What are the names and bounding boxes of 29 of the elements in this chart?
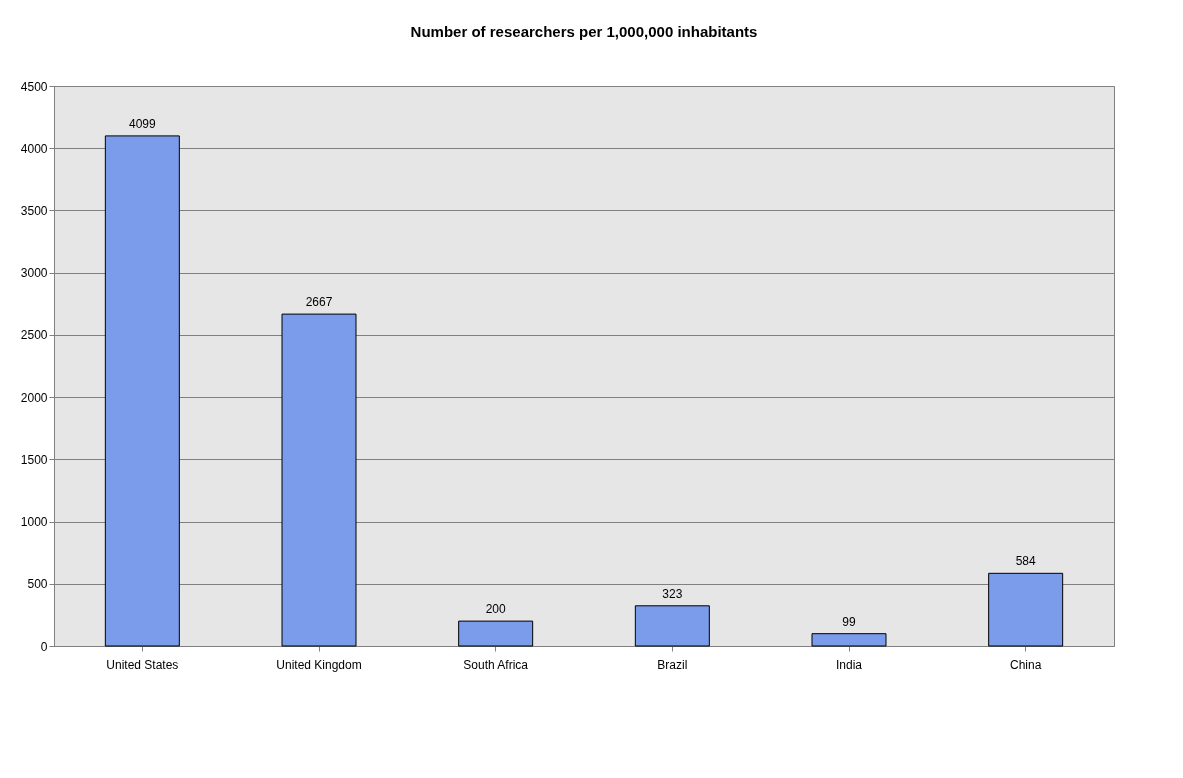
y-tick-label: 500 (27, 577, 48, 592)
y-tick-label: 2000 (20, 390, 48, 405)
y-tick-label: 4500 (20, 79, 48, 94)
y-tick-label: 1000 (20, 515, 48, 530)
y-tick-label: 0 (40, 639, 48, 654)
y-tick-label: 2500 (20, 328, 48, 343)
bar (811, 633, 887, 647)
y-tick-label: 3500 (20, 203, 48, 218)
y-tick-label: 1500 (20, 452, 48, 467)
data-label: 200 (485, 602, 506, 617)
bar (281, 313, 357, 647)
bar (104, 135, 180, 647)
chart-title: Number of researchers per 1,000,000 inhabitants (410, 23, 758, 40)
data-label: 4099 (128, 116, 156, 131)
y-tick-label: 4000 (20, 141, 48, 156)
bar (458, 620, 534, 647)
x-tick-label: China (1009, 657, 1042, 672)
bar (988, 572, 1064, 647)
bar (634, 605, 710, 647)
data-label: 2667 (305, 295, 333, 310)
data-label: 584 (1015, 554, 1036, 569)
x-tick-label: South Africa (463, 657, 529, 672)
data-label: 99 (842, 614, 856, 629)
x-tick-label: India (835, 657, 863, 672)
x-tick-label: Brazil (657, 657, 688, 672)
x-tick-label: United States (106, 657, 179, 672)
data-label: 323 (662, 586, 683, 601)
y-tick-label: 3000 (20, 266, 48, 281)
x-tick-label: United Kingdom (276, 657, 362, 672)
